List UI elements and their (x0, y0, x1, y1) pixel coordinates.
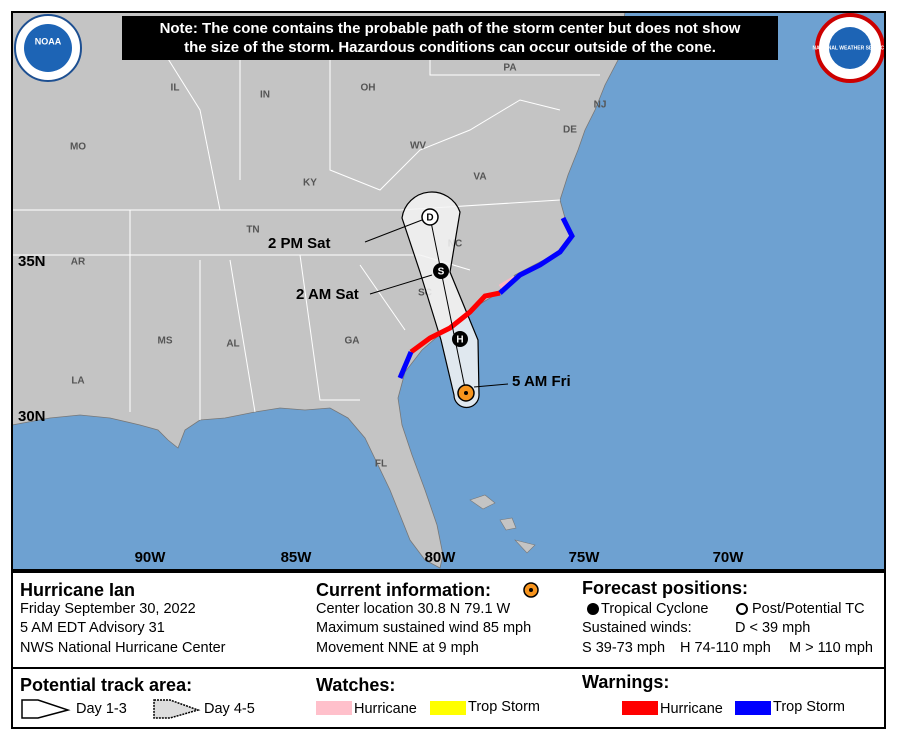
state-label: AL (226, 339, 239, 350)
day45-icon (153, 699, 201, 719)
logo-text: NOAA (35, 36, 62, 46)
track (440, 270, 467, 394)
state-label: IL (171, 83, 180, 94)
lon-label: 90W (135, 549, 167, 566)
state-label: NJ (594, 100, 607, 111)
state-label: PA (503, 63, 516, 74)
tc-label: Tropical Cyclone (601, 601, 708, 617)
wind-class: M > 110 mph (789, 640, 873, 656)
map-frame (11, 11, 886, 571)
wind-class: D < 39 mph (735, 620, 810, 636)
warning-label: Hurricane (660, 701, 723, 717)
state-label: LA (71, 376, 84, 387)
state-label: DE (563, 125, 577, 136)
watch-label: Trop Storm (468, 699, 540, 715)
point-letter: D (426, 213, 433, 224)
lat-label: 35N (18, 253, 46, 270)
state-label: MS (158, 336, 173, 347)
lat-label: 30N (18, 408, 46, 425)
hurricane-warning (409, 290, 501, 355)
tropical-storm-warning (498, 216, 575, 295)
wind-class: H 74-110 mph (680, 640, 771, 656)
tc-icon (587, 603, 599, 615)
watches-title: Watches: (316, 675, 395, 695)
watch-swatch (430, 701, 466, 715)
forecast-cone (401, 191, 480, 409)
current-location: Center location 30.8 N 79.1 W (316, 601, 511, 617)
lon-label: 70W (713, 549, 745, 566)
winds-label: Sustained winds: (582, 620, 692, 636)
note: the size of the storm. Hazardous conditi… (184, 39, 716, 56)
post-label: Post/Potential TC (752, 601, 865, 617)
state-label: GA (345, 336, 360, 347)
lon-label: 85W (281, 549, 313, 566)
leader (473, 383, 509, 388)
note: Note: The cone contains the probable pat… (160, 20, 741, 37)
point-label: 2 AM Sat (296, 286, 359, 303)
track (429, 216, 442, 272)
storm-name: Hurricane Ian (20, 580, 135, 600)
issuer: NWS National Hurricane Center (20, 640, 226, 656)
state-label: IN (260, 90, 270, 101)
noaa-logo-inner (24, 24, 72, 72)
advisory: 5 AM EDT Advisory 31 (20, 620, 165, 636)
post-icon (736, 603, 748, 615)
state-label: SC (418, 288, 432, 299)
warning-swatch (735, 701, 771, 715)
watch-label: Hurricane (354, 701, 417, 717)
forecast-title: Forecast positions: (582, 578, 748, 598)
day13-label: Day 1-3 (76, 701, 127, 717)
state-label: MO (70, 142, 86, 153)
leader (369, 274, 433, 295)
lon-label: 80W (425, 549, 457, 566)
islands (469, 494, 536, 554)
point-label: 2 PM Sat (268, 235, 331, 252)
point-letter: H (456, 335, 463, 346)
lon-label: 75W (569, 549, 601, 566)
tropical-storm-warning (397, 351, 414, 379)
forecast-point (452, 331, 468, 347)
state-label: OH (361, 83, 376, 94)
state-label: TN (246, 225, 259, 236)
state-label: AR (71, 257, 86, 268)
current-title: Current information: (316, 580, 491, 600)
point-label: 5 AM Fri (512, 373, 571, 390)
forecast-point (433, 263, 449, 279)
state-label: FL (375, 459, 387, 470)
warnings-title: Warnings: (582, 672, 669, 692)
current-position-dot (464, 391, 468, 395)
current-wind: Maximum sustained wind 85 mph (316, 620, 531, 636)
note-box (122, 16, 778, 60)
track-area-title: Potential track area: (20, 675, 192, 695)
warning-label: Trop Storm (773, 699, 845, 715)
state-label: KY (303, 178, 317, 189)
watch-swatch (316, 701, 352, 715)
day13-icon (21, 699, 71, 719)
nws-logo-inner (829, 27, 871, 69)
storm-date: Friday September 30, 2022 (20, 601, 196, 617)
current-icon-dot (529, 588, 533, 592)
point-letter: S (438, 267, 445, 278)
wind-class: S 39-73 mph (582, 640, 665, 656)
forecast-point (421, 208, 439, 226)
leader (364, 219, 423, 243)
logo-text: NATIONAL WEATHER SERVICE (813, 45, 889, 51)
state-label: WV (410, 141, 426, 152)
warning-swatch (622, 701, 658, 715)
current-movement: Movement NNE at 9 mph (316, 640, 479, 656)
day45-label: Day 4-5 (204, 701, 255, 717)
state-label: VA (473, 172, 486, 183)
